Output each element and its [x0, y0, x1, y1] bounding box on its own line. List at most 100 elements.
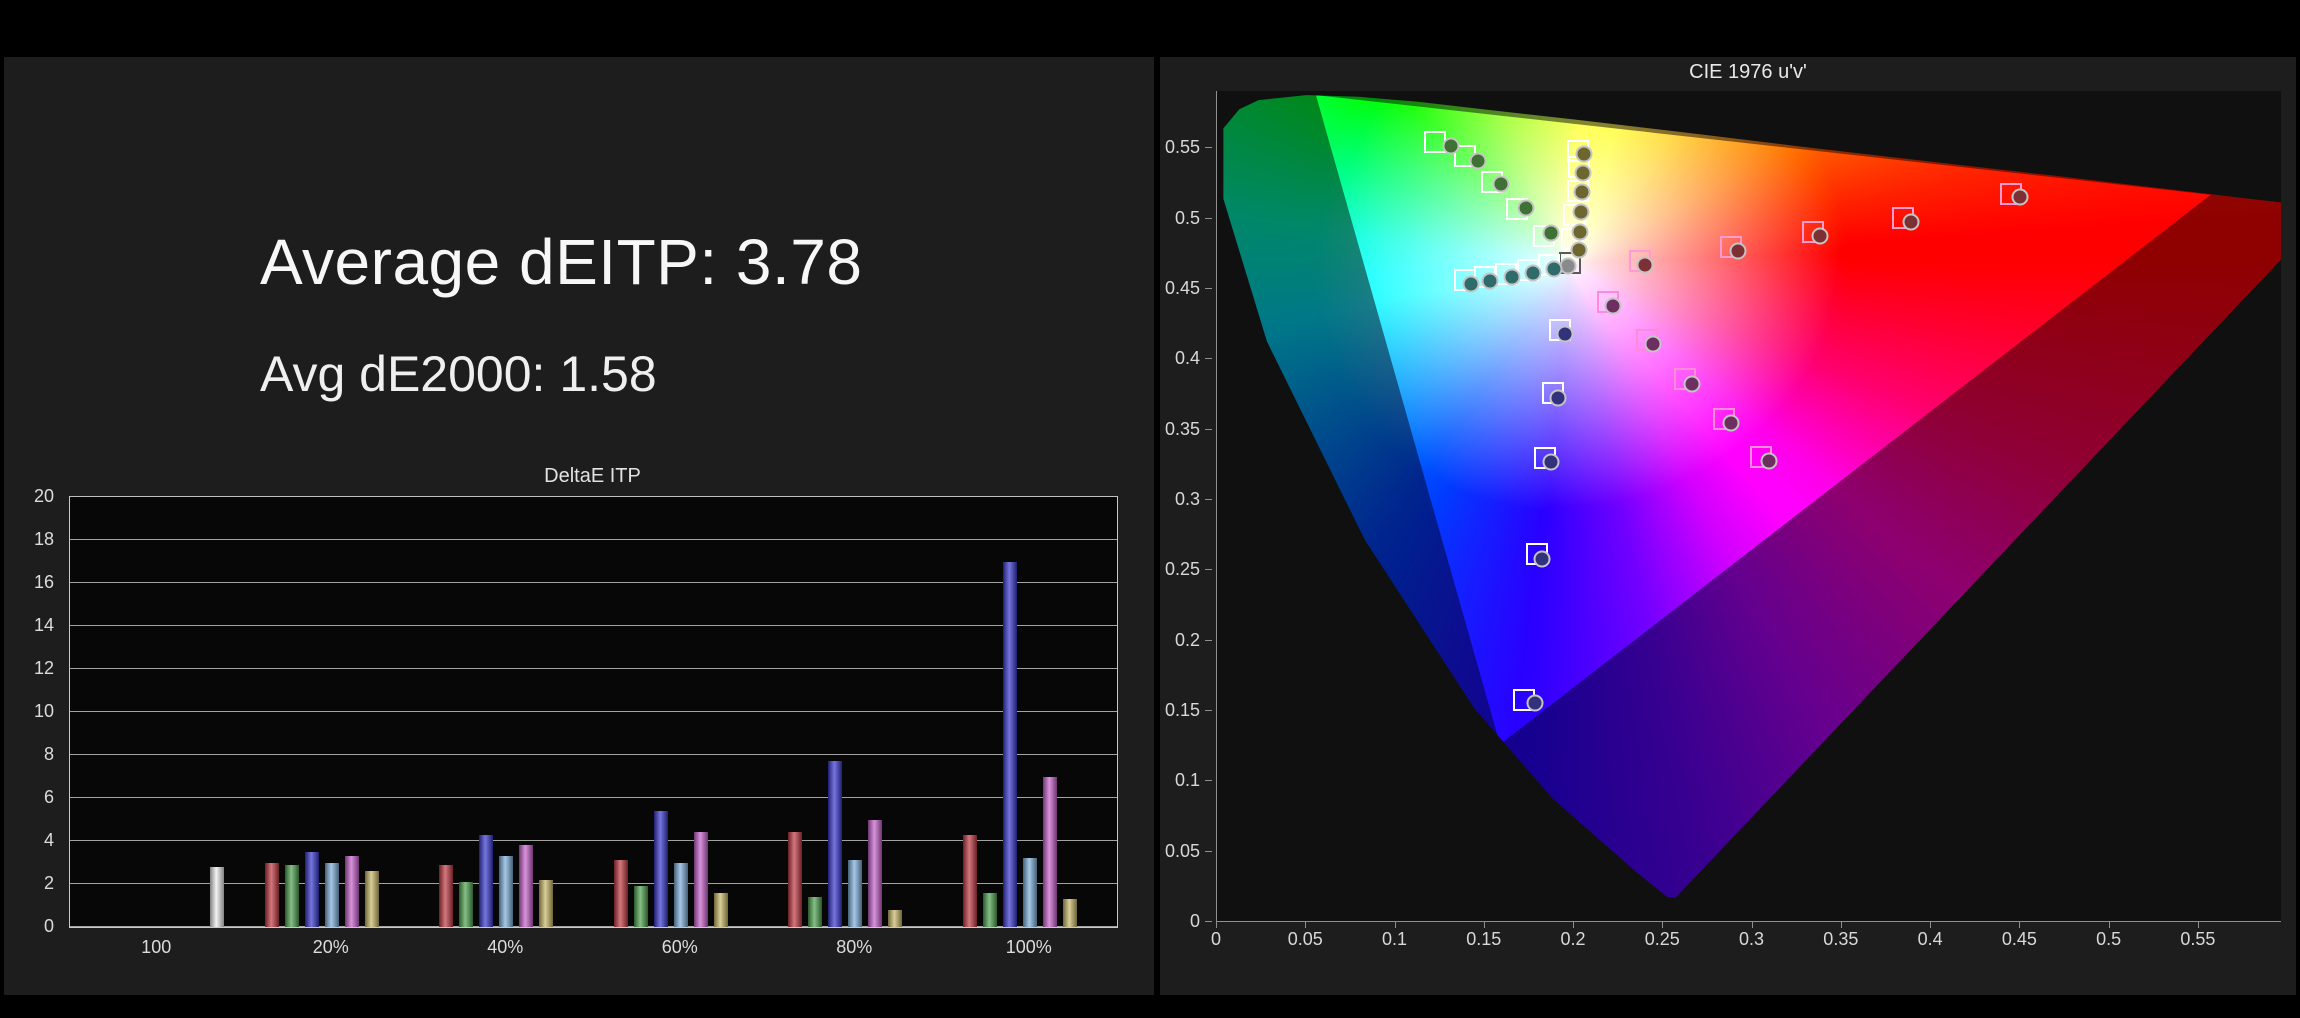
cie-measurement: [1760, 452, 1778, 470]
cie-x-tick-label: 0: [1210, 929, 1222, 949]
gridline: [70, 754, 1117, 755]
bar-group: [613, 497, 748, 927]
cie-y-tick-mark: [1205, 428, 1212, 430]
gridline: [70, 926, 1117, 927]
bar-slot: [1062, 497, 1077, 927]
bar-slot: [653, 497, 668, 927]
bar-blue: [653, 810, 668, 927]
bar-magenta: [1042, 776, 1057, 927]
x-axis-category-label: 20%: [312, 937, 349, 957]
bar-magenta: [344, 856, 359, 927]
y-axis-tick-label: 18: [33, 529, 54, 549]
cie-y-tick-label: 0.3: [1174, 488, 1200, 509]
cie-x-tick-label: 0.2: [1560, 929, 1586, 949]
bar-chart-y-axis: 0 2 4 6 8 10 12 14 16 18 20: [4, 487, 62, 935]
bar-slot: [868, 497, 883, 927]
gridline: [70, 496, 1117, 497]
bar-slot: [364, 497, 379, 927]
bar-red: [962, 834, 977, 927]
cie-x-tick-label: 0.1: [1382, 929, 1408, 949]
bar-red: [264, 862, 279, 927]
bar-yellow: [713, 892, 728, 927]
bar-green: [633, 886, 648, 927]
y-axis-tick-label: 14: [33, 615, 54, 635]
cie-measurement: [1902, 213, 1920, 231]
cie-y-tick-label: 0: [1189, 911, 1200, 931]
cie-measurement: [2011, 188, 2029, 205]
cie-y-tick-label: 0.05: [1164, 840, 1200, 861]
bar-slot: [130, 497, 144, 927]
bar-slot: [210, 497, 225, 927]
cie-y-tick-mark: [1205, 780, 1212, 782]
cie-measurement: [1542, 453, 1560, 471]
bar-slot: [1002, 497, 1017, 927]
bar-slot: [888, 497, 903, 927]
y-axis-tick-label: 16: [33, 572, 54, 592]
deltae-panel: Average dEITP: 3.78 Avg dE2000: 1.58 Del…: [4, 57, 1154, 995]
cie-y-tick-label: 0.45: [1164, 277, 1200, 298]
bar-yellow: [888, 909, 903, 927]
bar-magenta: [868, 819, 883, 927]
bar-yellow: [539, 879, 554, 927]
bar-slot: [848, 497, 863, 927]
cie-measurement: [1644, 335, 1662, 353]
bar-green: [808, 896, 823, 927]
cie-y-tick-mark: [1205, 217, 1212, 219]
cie-x-tick-mark: [2019, 921, 2021, 928]
y-axis-tick-label: 10: [33, 701, 54, 721]
bar-blue: [304, 851, 319, 927]
bar-green: [284, 864, 299, 927]
cie-panel: CIE 1976 u'v' 0 0.05 0.1 0.15 0.2 0.25 0.3 0.35…: [1160, 57, 2296, 995]
bar-slot: [559, 497, 573, 927]
x-axis-category-label: 40%: [487, 937, 524, 957]
cie-measurement: [1636, 256, 1654, 274]
cie-measurement: [1533, 550, 1551, 568]
bar-cyan: [673, 862, 688, 927]
bar-slot: [479, 497, 494, 927]
cie-measurement: [1545, 260, 1563, 278]
bar-slot: [519, 497, 534, 927]
bar-slot: [264, 497, 279, 927]
cie-measurement: [1811, 227, 1829, 245]
cie-measurement: [1542, 224, 1560, 242]
cie-measurement: [1481, 272, 1499, 290]
bar-slot: [110, 497, 124, 927]
cie-measurement: [1517, 199, 1535, 217]
cie-measurement: [1442, 137, 1460, 155]
bar-green: [982, 892, 997, 927]
cie-y-tick-label: 0.25: [1164, 559, 1200, 580]
bar-slot: [633, 497, 648, 927]
cie-measurement: [1524, 264, 1542, 282]
cie-y-tick-mark: [1205, 850, 1212, 852]
cie-y-tick-mark: [1205, 147, 1212, 149]
bar-slot: [385, 497, 399, 927]
y-axis-tick-label: 2: [43, 873, 54, 893]
bar-slot: [324, 497, 339, 927]
bar-group: [439, 497, 573, 927]
cie-x-tick-mark: [1573, 921, 1575, 928]
bar-slot: [1042, 497, 1057, 927]
bar-white: [210, 866, 225, 927]
bar-slot: [1022, 497, 1037, 927]
bar-red: [788, 832, 803, 927]
cie-measurement: [1574, 164, 1592, 182]
cie-y-tick-mark: [1205, 921, 1212, 922]
cie-measurement: [1571, 223, 1589, 241]
bar-slot: [734, 497, 748, 927]
cie-measurement: [1492, 175, 1510, 193]
cie-x-axis: 0 0.05 0.1 0.15 0.2 0.25 0.3 0.35 0.4 0.45 0.5 0.55: [1211, 921, 2280, 951]
bar-slot: [673, 497, 688, 927]
cie-x-tick-mark: [1840, 921, 1842, 928]
bar-cyan: [1022, 858, 1037, 927]
bar-slot: [539, 497, 554, 927]
bar-cyan: [499, 856, 514, 927]
y-axis-tick-label: 12: [33, 658, 54, 678]
cie-measurement: [1683, 375, 1701, 393]
cie-x-tick-label: 0.3: [1739, 929, 1765, 949]
bar-magenta: [693, 832, 708, 927]
cie-measurement: [1604, 297, 1622, 315]
bar-yellow: [1062, 899, 1077, 927]
cie-x-tick-label: 0.55: [2180, 929, 2216, 949]
bar-slot: [190, 497, 204, 927]
cie-x-tick-label: 0.25: [1644, 929, 1680, 949]
